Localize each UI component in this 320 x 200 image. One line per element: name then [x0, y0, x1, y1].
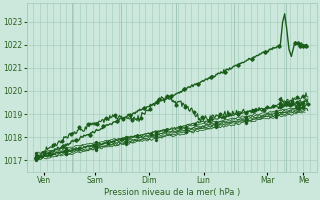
X-axis label: Pression niveau de la mer( hPa ): Pression niveau de la mer( hPa ) [104, 188, 240, 197]
